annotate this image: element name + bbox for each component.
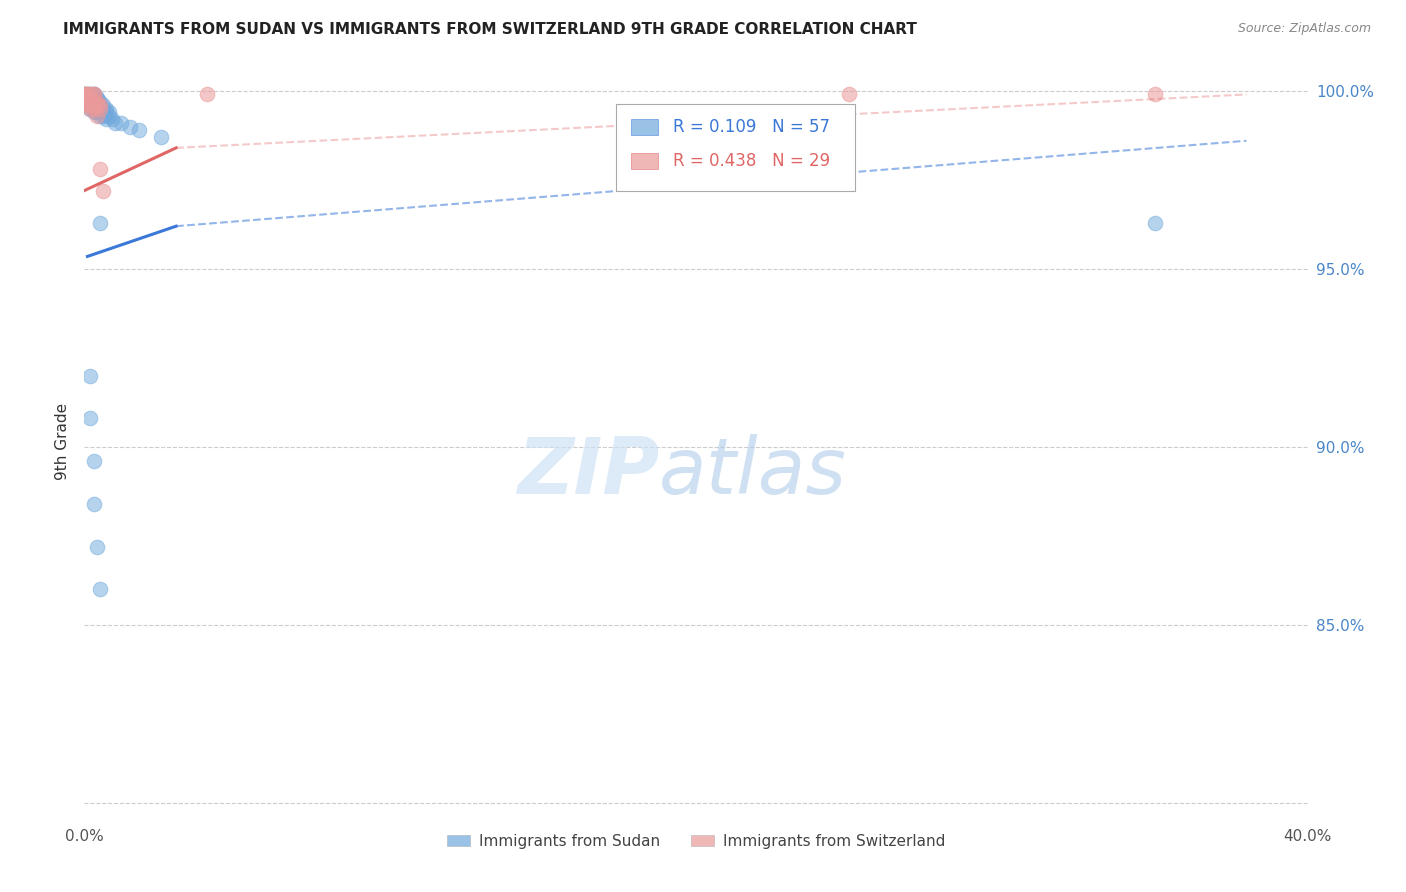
Text: IMMIGRANTS FROM SUDAN VS IMMIGRANTS FROM SWITZERLAND 9TH GRADE CORRELATION CHART: IMMIGRANTS FROM SUDAN VS IMMIGRANTS FROM…	[63, 22, 917, 37]
Point	[83, 105, 105, 120]
Point	[1143, 87, 1166, 102]
Point	[86, 102, 108, 116]
Point	[94, 105, 117, 120]
Point	[83, 98, 105, 112]
Point	[104, 116, 127, 130]
Point	[79, 95, 101, 109]
Point	[91, 184, 114, 198]
Point	[79, 98, 101, 112]
Point	[83, 95, 105, 109]
Point	[73, 95, 96, 109]
Point	[86, 91, 108, 105]
Point	[89, 582, 111, 597]
Point	[89, 102, 111, 116]
Point	[76, 87, 98, 102]
Legend: Immigrants from Sudan, Immigrants from Switzerland: Immigrants from Sudan, Immigrants from S…	[440, 828, 952, 855]
Point	[83, 102, 105, 116]
Point	[76, 87, 98, 102]
Point	[83, 87, 105, 102]
Point	[89, 216, 111, 230]
Point	[97, 105, 120, 120]
Point	[1143, 216, 1166, 230]
Point	[110, 116, 132, 130]
Point	[89, 98, 111, 112]
Point	[89, 109, 111, 123]
Point	[76, 95, 98, 109]
Point	[79, 95, 101, 109]
Point	[79, 91, 101, 105]
Text: atlas: atlas	[659, 434, 848, 510]
Point	[76, 95, 98, 109]
Point	[86, 98, 108, 112]
Point	[76, 91, 98, 105]
FancyBboxPatch shape	[631, 153, 658, 169]
Point	[79, 91, 101, 105]
Point	[86, 98, 108, 112]
Point	[86, 91, 108, 105]
Point	[89, 102, 111, 116]
Point	[73, 91, 96, 105]
Point	[195, 87, 218, 102]
Point	[86, 109, 108, 123]
Point	[120, 120, 142, 134]
Point	[86, 105, 108, 120]
Point	[91, 102, 114, 116]
Point	[89, 105, 111, 120]
Point	[73, 87, 96, 102]
Point	[101, 112, 124, 127]
Y-axis label: 9th Grade: 9th Grade	[55, 403, 70, 480]
Point	[91, 105, 114, 120]
Point	[94, 102, 117, 116]
Point	[73, 91, 96, 105]
Text: R = 0.109   N = 57: R = 0.109 N = 57	[672, 118, 830, 136]
Point	[76, 98, 98, 112]
Point	[79, 98, 101, 112]
Point	[76, 91, 98, 105]
Point	[83, 87, 105, 102]
Point	[86, 95, 108, 109]
Point	[94, 112, 117, 127]
Point	[89, 162, 111, 177]
Point	[83, 91, 105, 105]
Point	[83, 497, 105, 511]
Point	[73, 87, 96, 102]
Point	[73, 95, 96, 109]
Point	[79, 87, 101, 102]
Point	[838, 87, 860, 102]
Point	[76, 87, 98, 102]
FancyBboxPatch shape	[631, 119, 658, 136]
Text: ZIP: ZIP	[517, 434, 659, 510]
FancyBboxPatch shape	[616, 104, 855, 191]
Point	[83, 87, 105, 102]
Point	[149, 130, 172, 145]
Point	[83, 454, 105, 468]
Point	[89, 95, 111, 109]
Point	[76, 87, 98, 102]
Point	[76, 98, 98, 112]
Point	[86, 95, 108, 109]
Point	[73, 87, 96, 102]
Text: Source: ZipAtlas.com: Source: ZipAtlas.com	[1237, 22, 1371, 36]
Point	[91, 98, 114, 112]
Point	[79, 91, 101, 105]
Point	[73, 87, 96, 102]
Point	[79, 102, 101, 116]
Point	[79, 87, 101, 102]
Point	[79, 368, 101, 383]
Point	[83, 102, 105, 116]
Point	[79, 102, 101, 116]
Point	[83, 95, 105, 109]
Text: R = 0.438   N = 29: R = 0.438 N = 29	[672, 152, 830, 170]
Point	[91, 109, 114, 123]
Point	[83, 98, 105, 112]
Point	[79, 411, 101, 425]
Point	[89, 98, 111, 112]
Point	[83, 87, 105, 102]
Point	[97, 109, 120, 123]
Point	[79, 87, 101, 102]
Point	[128, 123, 150, 137]
Point	[86, 540, 108, 554]
